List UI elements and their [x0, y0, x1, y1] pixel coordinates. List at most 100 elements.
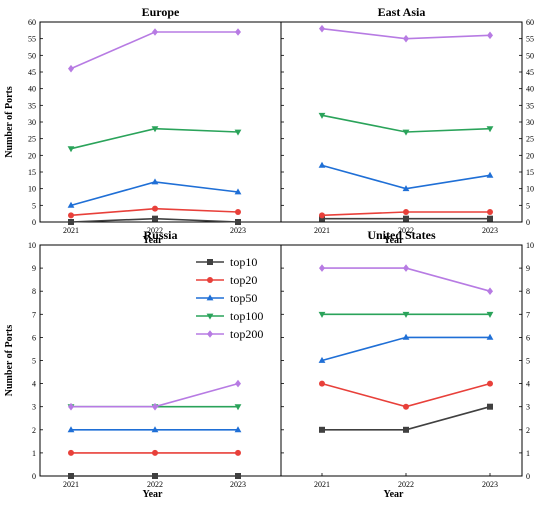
panel-title: East Asia	[378, 5, 426, 19]
y-tick-label: 0	[526, 472, 530, 481]
series-line	[70, 31, 238, 70]
series-top20	[68, 449, 241, 456]
data-point	[68, 219, 74, 225]
data-point	[152, 205, 158, 212]
y-tick-label: 5	[526, 201, 530, 210]
legend-label: top10	[230, 255, 257, 269]
y-tick-label: 55	[526, 35, 534, 44]
y-axis-label: Number of Ports	[4, 325, 15, 397]
data-point	[68, 64, 74, 73]
panel-east-asia: East Asia 0 5 10 15 20 25 30 35 40 45 50 55 60 2021 202…	[280, 5, 534, 246]
y-tick-label: 30	[28, 118, 36, 127]
x-tick-label: 2021	[314, 480, 330, 489]
y-tick-label: 3	[526, 403, 530, 412]
data-point	[235, 28, 241, 36]
y-tick-label: 8	[32, 287, 36, 296]
series-line	[70, 127, 239, 150]
y-tick-label: 0	[32, 218, 36, 227]
series-top200	[68, 28, 241, 73]
data-point	[319, 264, 325, 272]
data-point	[402, 185, 410, 192]
series-top200	[319, 24, 493, 43]
y-tick-label: 10	[526, 185, 534, 194]
y-tick-label: 25	[526, 135, 534, 144]
panel-title: United States	[367, 228, 436, 242]
y-tick-label: 55	[28, 35, 36, 44]
data-point	[234, 426, 242, 433]
series-top20	[68, 205, 241, 219]
data-point	[318, 161, 326, 168]
y-tick-label: 7	[32, 310, 36, 319]
data-point	[486, 311, 494, 318]
series-line	[71, 382, 239, 408]
legend-marker	[207, 259, 213, 265]
series-top200	[68, 379, 241, 411]
data-point	[403, 264, 409, 272]
legend-label: top20	[230, 273, 257, 287]
data-point	[486, 333, 494, 340]
series-top50	[318, 333, 494, 363]
y-tick-label: 10	[28, 185, 36, 194]
y-tick-label: 40	[526, 85, 534, 94]
data-point	[152, 215, 158, 222]
series-top10	[319, 403, 493, 433]
panel-europe: Europe 0 5 10 15 20 25 30 35 40 45 50 55 60 2021 2022 20…	[4, 5, 282, 246]
legend-label: top50	[230, 291, 257, 305]
x-tick-label: 2022	[147, 226, 163, 235]
x-tick-label: 2021	[314, 226, 330, 235]
data-point	[402, 311, 410, 318]
legend-label: top100	[230, 309, 263, 323]
x-tick-label: 2023	[230, 480, 246, 489]
y-tick-label: 60	[526, 18, 534, 27]
y-tick-label: 10	[28, 241, 36, 250]
legend-item-top20: top20	[196, 273, 257, 287]
legend-item-top100: top100	[196, 309, 263, 323]
data-point	[234, 404, 242, 411]
data-point	[487, 380, 493, 387]
data-point	[151, 126, 159, 133]
data-point	[319, 426, 325, 433]
data-point	[235, 219, 241, 225]
x-axis-label: Year	[143, 235, 164, 246]
x-tick-label: 2023	[230, 226, 246, 235]
panel-title: Europe	[142, 5, 180, 19]
data-point	[403, 403, 409, 410]
data-point	[319, 24, 325, 33]
data-point	[319, 212, 325, 219]
data-point	[403, 426, 409, 433]
y-axis-label: Number of Ports	[4, 86, 15, 158]
data-point	[487, 209, 493, 215]
legend-marker	[206, 294, 214, 301]
series-line	[70, 181, 239, 207]
legend-marker	[207, 277, 213, 283]
data-point	[235, 473, 241, 479]
data-point	[152, 473, 158, 479]
y-tick-label: 9	[526, 264, 530, 273]
y-tick-label: 0	[32, 472, 36, 481]
series-line	[321, 336, 490, 362]
data-point	[487, 287, 493, 295]
data-point	[68, 212, 74, 219]
legend-marker	[206, 313, 214, 320]
data-point	[318, 356, 326, 363]
data-point	[151, 426, 159, 433]
y-tick-label: 8	[526, 287, 530, 296]
data-point	[486, 171, 494, 178]
x-tick-label: 2021	[63, 480, 79, 489]
data-point	[403, 209, 409, 215]
y-tick-label: 45	[526, 68, 534, 77]
panel-united-states: United States 0 1 2 3 4 5 6 7 8 9 10 2021 2022 2023 Yea…	[280, 228, 534, 500]
legend: top10 top20 top50 top100 top200	[196, 255, 263, 341]
y-tick-label: 4	[526, 380, 530, 389]
x-tick-label: 2022	[398, 226, 414, 235]
data-point	[234, 188, 242, 195]
x-tick-label: 2023	[482, 226, 498, 235]
y-tick-label: 45	[28, 68, 36, 77]
y-tick-label: 40	[28, 85, 36, 94]
x-axis-label: Year	[384, 235, 405, 246]
data-point	[402, 129, 410, 136]
series-top50	[67, 178, 242, 208]
y-tick-label: 6	[526, 333, 530, 342]
legend-item-top200: top200	[196, 327, 263, 341]
